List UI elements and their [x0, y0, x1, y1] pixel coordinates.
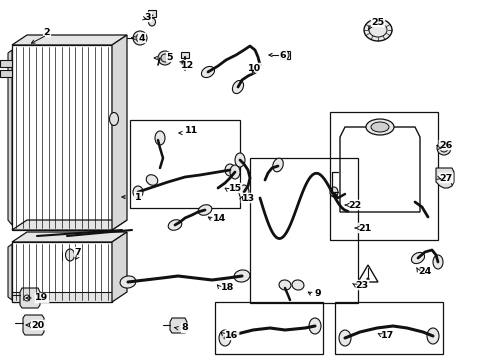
Bar [12, 292, 112, 302]
Ellipse shape [120, 276, 136, 288]
Circle shape [366, 278, 368, 280]
Text: 15: 15 [228, 184, 241, 193]
Ellipse shape [436, 141, 450, 155]
Polygon shape [112, 35, 127, 230]
Ellipse shape [439, 144, 447, 152]
Text: 12: 12 [181, 60, 194, 69]
Ellipse shape [279, 280, 290, 290]
Ellipse shape [426, 328, 438, 344]
Polygon shape [435, 168, 453, 188]
Bar [181, 52, 189, 58]
Ellipse shape [158, 51, 172, 65]
Ellipse shape [133, 31, 147, 45]
Text: 7: 7 [75, 248, 81, 257]
Ellipse shape [229, 165, 240, 179]
Bar [280, 51, 289, 59]
Polygon shape [12, 220, 127, 230]
Ellipse shape [146, 175, 158, 185]
Ellipse shape [201, 67, 214, 77]
Text: 8: 8 [181, 324, 188, 333]
Bar [148, 10, 156, 17]
Text: 9: 9 [314, 288, 321, 297]
Ellipse shape [234, 270, 249, 282]
Circle shape [24, 295, 30, 301]
Text: 10: 10 [247, 63, 260, 72]
Ellipse shape [224, 164, 235, 176]
Ellipse shape [232, 80, 243, 94]
Ellipse shape [370, 122, 388, 132]
Bar [215, 302, 323, 354]
Ellipse shape [198, 205, 211, 215]
Text: 11: 11 [185, 126, 198, 135]
Text: 19: 19 [35, 293, 48, 302]
Text: 20: 20 [31, 320, 44, 329]
Ellipse shape [432, 255, 442, 269]
Ellipse shape [148, 18, 155, 26]
Text: 5: 5 [166, 53, 173, 62]
Ellipse shape [365, 119, 393, 135]
Bar [12, 45, 112, 230]
Text: 25: 25 [371, 18, 384, 27]
Bar [334, 302, 442, 354]
Text: 3: 3 [144, 13, 151, 22]
Polygon shape [170, 318, 186, 333]
Polygon shape [12, 232, 127, 242]
Polygon shape [8, 244, 12, 300]
Text: 1: 1 [134, 193, 141, 202]
Text: 13: 13 [241, 194, 254, 202]
Text: 22: 22 [347, 201, 361, 210]
Bar [130, 120, 240, 208]
Text: 17: 17 [381, 330, 394, 339]
Polygon shape [112, 232, 127, 302]
Ellipse shape [155, 131, 164, 145]
Ellipse shape [168, 220, 182, 230]
Ellipse shape [109, 113, 118, 126]
Circle shape [29, 321, 37, 328]
Text: 27: 27 [439, 174, 452, 183]
Ellipse shape [283, 51, 288, 59]
Text: 4: 4 [139, 33, 145, 42]
Text: 6: 6 [279, 50, 286, 59]
Text: 23: 23 [355, 280, 368, 289]
Text: 21: 21 [358, 224, 371, 233]
Ellipse shape [363, 19, 391, 41]
Text: 18: 18 [221, 284, 234, 292]
Polygon shape [23, 315, 44, 335]
Ellipse shape [410, 252, 424, 264]
Ellipse shape [338, 330, 350, 346]
Polygon shape [8, 50, 12, 225]
Text: 24: 24 [418, 267, 431, 276]
Bar [0, 70, 12, 77]
Ellipse shape [291, 280, 304, 290]
Ellipse shape [161, 54, 169, 62]
Polygon shape [12, 35, 127, 45]
Ellipse shape [329, 187, 337, 197]
Text: 16: 16 [225, 330, 238, 339]
Ellipse shape [272, 158, 283, 172]
Text: 2: 2 [43, 27, 50, 36]
Ellipse shape [239, 185, 248, 199]
Ellipse shape [235, 153, 244, 167]
Ellipse shape [219, 330, 230, 346]
Ellipse shape [136, 34, 143, 42]
Ellipse shape [65, 249, 74, 261]
Ellipse shape [133, 186, 142, 198]
Polygon shape [20, 288, 40, 308]
Bar [329, 112, 437, 240]
Text: 14: 14 [213, 213, 226, 222]
Bar [12, 242, 112, 302]
Ellipse shape [308, 318, 320, 334]
Text: 26: 26 [439, 140, 452, 149]
Bar [0, 60, 12, 67]
Bar [249, 158, 357, 303]
